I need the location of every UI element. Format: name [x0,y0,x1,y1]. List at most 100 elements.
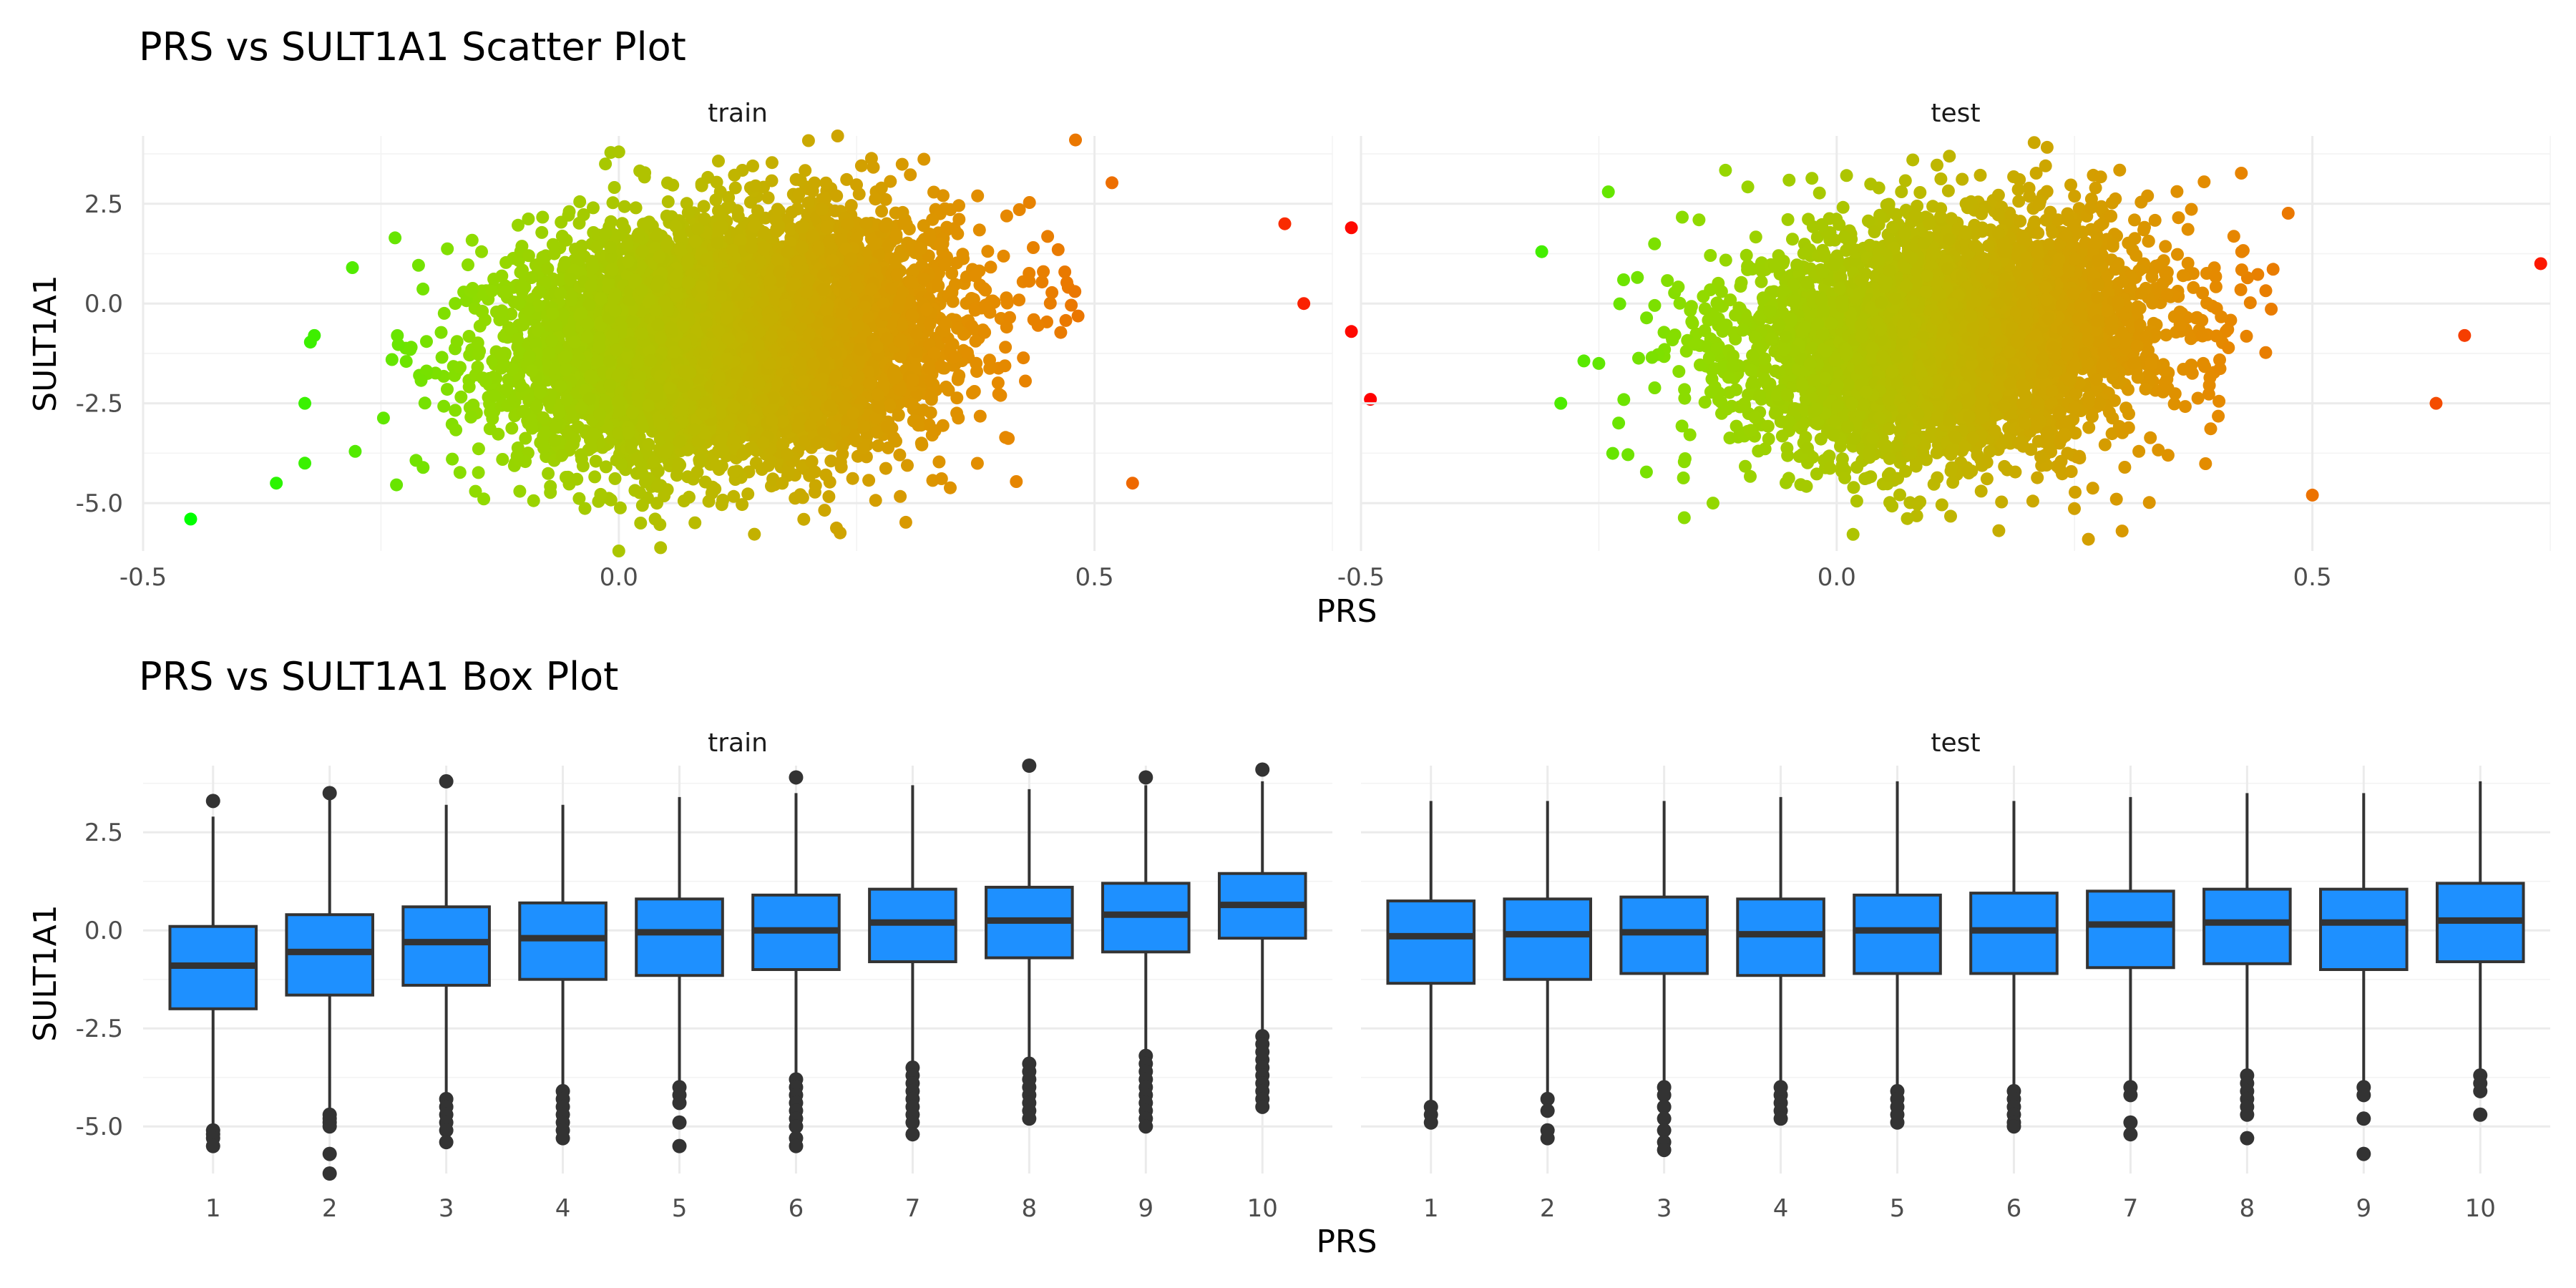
scatter-point [709,459,723,472]
scatter-point [819,176,833,190]
scatter-point [570,472,584,486]
scatter-point [449,297,462,311]
scatter-point [748,527,761,541]
scatter-point [806,229,819,243]
scatter-point [471,336,484,350]
scatter-point [567,437,580,451]
scatter-point [869,494,882,507]
scatter-point [1027,241,1040,254]
x-tick-label: 0.0 [600,563,638,592]
scatter-point [477,492,491,506]
scatter-point [660,209,673,223]
scatter-point [599,460,613,474]
scatter-point [681,206,695,220]
scatter-point [608,181,621,194]
scatter-point [348,444,362,458]
scatter-point [765,156,779,170]
scatter-point [806,184,819,197]
scatter-title: PRS vs SULT1A1 Scatter Plot [139,24,686,69]
scatter-point [875,205,889,218]
scatter-x-axis-title: PRS [1316,593,1377,630]
scatter-point [998,359,1012,373]
scatter-point [994,389,1008,402]
scatter-point [411,258,425,272]
scatter-point [437,306,451,320]
scatter-point [904,168,917,182]
scatter-point [961,346,974,359]
scatter-point [517,318,530,331]
scatter-point [585,441,598,454]
scatter-point [418,396,431,410]
scatter-point [751,204,764,218]
x-tick-label: 0.5 [1075,563,1114,592]
scatter-point [688,516,702,530]
scatter-point [450,335,464,348]
box-y-axis-title: SULT1A1 [27,904,64,1042]
scatter-point [899,515,912,529]
scatter-point [710,175,723,189]
scatter-point [629,201,643,215]
scatter-point [399,355,413,369]
scatter-point [1017,351,1030,365]
scatter-point [560,471,572,484]
scatter-point [1000,296,1014,310]
scatter-point [454,390,468,404]
scatter-point [618,200,631,213]
scatter-point [615,217,629,230]
scatter-point [741,487,755,501]
scatter-point [606,196,620,210]
scatter-point [449,423,463,436]
scatter-point [376,411,390,425]
scatter-point [441,383,454,396]
scatter-point [535,225,549,239]
scatter-point [821,438,835,452]
scatter-point [743,195,757,209]
scatter-point [389,231,402,245]
scatter-facet-label-test: test [1931,99,1980,128]
scatter-point [608,472,622,485]
scatter-point [736,498,749,512]
scatter-point [951,227,965,240]
scatter-point [594,487,608,501]
scatter-point [1106,176,1118,190]
scatter-point [499,255,513,269]
scatter-point [404,341,418,354]
scatter-point [937,189,950,203]
scatter-point [970,457,984,470]
scatter-point [416,282,430,296]
scatter-point [462,258,474,272]
x-tick-label: -0.5 [119,563,167,592]
scatter-point [446,452,459,466]
scatter-point [867,160,880,174]
box-title: PRS vs SULT1A1 Box Plot [139,654,618,699]
scatter-point [991,376,1005,390]
scatter-point [801,134,815,147]
scatter-point [818,504,831,517]
y-tick-label: 0.0 [84,290,123,318]
scatter-point [894,489,907,503]
scatter-point [765,174,779,187]
scatter-point [944,481,957,494]
scatter-point [530,400,544,414]
scatter-panel-train: -5.0-2.50.02.5-0.5 0.0 0.5 [76,130,1377,592]
scatter-point [697,200,711,213]
scatter-point [635,499,649,512]
scatter-y-axis-title: SULT1A1 [27,275,64,412]
scatter-point [462,380,476,394]
scatter-point [917,152,931,166]
scatter-points-train [184,130,1377,557]
scatter-point [1041,230,1055,243]
scatter-point [390,478,404,492]
scatter-point [589,454,602,468]
scatter-point [391,338,405,351]
scatter-point [935,472,948,485]
scatter-point [840,172,854,186]
scatter-point [914,436,928,450]
scatter-point [727,489,741,503]
scatter-point [472,466,485,479]
y-tick-label: -2.5 [76,390,123,419]
scatter-point [536,210,550,224]
scatter-point [712,155,725,168]
scatter-point [437,399,451,413]
